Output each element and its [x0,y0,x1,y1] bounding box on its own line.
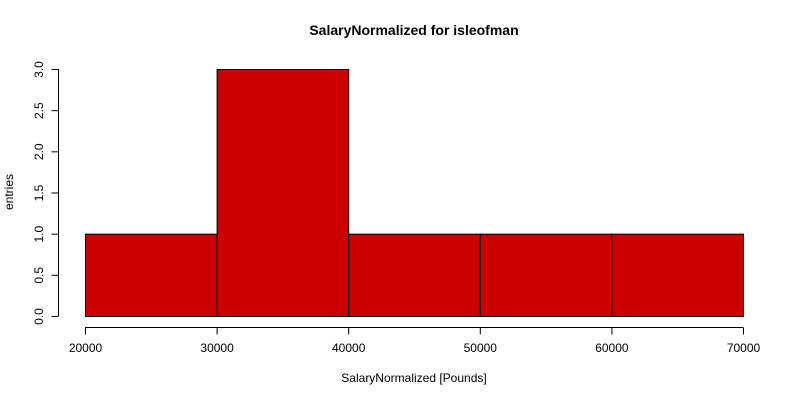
y-tick-label: 2.5 [32,102,46,119]
y-tick-label: 1.5 [32,184,46,201]
bars-group [85,69,745,318]
x-tick-label: 70000 [727,341,761,355]
y-tick-label: 0.5 [32,267,46,284]
x-tick-label: 40000 [332,341,366,355]
histogram-bar-4 [479,233,613,318]
chart-title: SalaryNormalized for isleofman [309,22,518,38]
x-tick-label: 60000 [595,341,629,355]
y-tick-label: 3.0 [32,61,46,78]
x-tick-label: 20000 [69,341,103,355]
histogram-bar-3 [348,233,481,318]
x-axis-label: SalaryNormalized [Pounds] [341,371,486,385]
y-tick-label: 0.0 [32,308,46,325]
y-tick-label: 1.0 [32,226,46,243]
histogram-bar-2 [216,69,350,317]
histogram-bar-1 [85,233,218,318]
x-tick-label: 30000 [200,341,234,355]
histogram-bar-5 [611,233,745,318]
y-axis: 0.0 0.5 1.0 1.5 2.0 2.5 3.0 [32,61,59,325]
x-axis: 20000 30000 40000 50000 60000 70000 [69,327,761,355]
y-axis-label: entries [2,174,16,210]
y-tick-label: 2.0 [32,143,46,160]
x-tick-label: 50000 [464,341,498,355]
